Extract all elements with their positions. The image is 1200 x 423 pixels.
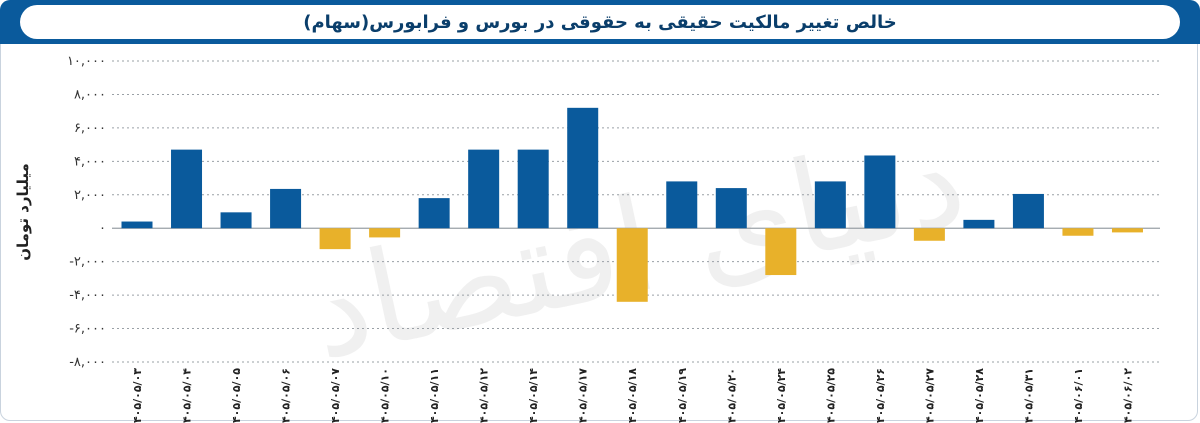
- x-tick-label: ۱۴۰۵/۰۵/۱۴: [527, 368, 540, 423]
- bar: [418, 198, 450, 229]
- x-tick-label: ۱۴۰۵/۰۵/۲۴: [775, 368, 788, 423]
- x-tick-label: ۱۴۰۵/۰۵/۲۷: [923, 368, 936, 423]
- bar: [616, 228, 648, 302]
- bar: [319, 228, 351, 250]
- bar: [567, 107, 599, 229]
- bar: [666, 181, 698, 229]
- y-tick-label: ۶,۰۰۰: [74, 121, 106, 136]
- x-tick-label: ۱۴۰۵/۰۵/۰۳: [131, 368, 144, 423]
- bar: [369, 228, 401, 238]
- bar: [270, 188, 302, 229]
- chart-title: خالص تغییر مالکیت حقیقی به حقوقی در بورس…: [303, 11, 897, 33]
- bar: [963, 219, 995, 229]
- x-tick-label: ۱۴۰۵/۰۵/۱۱: [428, 368, 441, 423]
- y-tick-label: -۶,۰۰۰: [69, 322, 106, 337]
- bar: [864, 155, 896, 229]
- x-tick-label: ۱۴۰۵/۰۵/۱۰: [379, 368, 392, 423]
- chart-header: خالص تغییر مالکیت حقیقی به حقوقی در بورس…: [0, 0, 1200, 44]
- bar: [121, 221, 153, 229]
- x-tick-label: ۱۴۰۵/۰۵/۲۵: [824, 368, 837, 423]
- x-tick-label: ۱۴۰۵/۰۵/۰۵: [230, 368, 243, 423]
- x-tick-label: ۱۴۰۵/۰۵/۰۴: [181, 368, 194, 423]
- y-tick-label: ۸,۰۰۰: [74, 87, 106, 102]
- bar: [517, 149, 549, 229]
- y-tick-label: ۱۰,۰۰۰: [67, 54, 106, 69]
- x-tick-label: ۱۴۰۵/۰۵/۳۱: [1022, 368, 1035, 423]
- x-tick-label: ۱۴۰۵/۰۵/۰۷: [329, 368, 342, 423]
- bar: [468, 149, 500, 229]
- y-tick-label: -۲,۰۰۰: [69, 255, 106, 270]
- bar: [1012, 193, 1044, 229]
- label-layer: ۱۴۰۵/۰۵/۰۳ ۱۴۰۵/۰۵/۰۴ ۱۴۰۵/۰۵/۰۵ ۱۴۰۵/۰۵/۰۶…: [131, 368, 1134, 423]
- bar-layer: [121, 107, 1143, 302]
- bar: [765, 228, 797, 276]
- title-pill: خالص تغییر مالکیت حقیقی به حقوقی در بورس…: [20, 5, 1180, 39]
- bar: [1062, 228, 1094, 236]
- y-tick-label: ۴,۰۰۰: [74, 154, 106, 169]
- y-tick-label: -۸,۰۰۰: [69, 355, 106, 370]
- x-tick-label: ۱۴۰۵/۰۵/۰۶: [280, 368, 293, 423]
- x-tick-label: ۱۴۰۵/۰۵/۱۸: [626, 368, 639, 423]
- bar: [715, 188, 747, 229]
- y-tick-label: -۴,۰۰۰: [69, 288, 106, 303]
- x-tick-label: ۱۴۰۵/۰۵/۲۶: [874, 368, 887, 423]
- x-tick-label: ۱۴۰۵/۰۶/۰۲: [1121, 368, 1134, 423]
- x-tick-label: ۱۴۰۵/۰۶/۰۱: [1072, 368, 1085, 423]
- x-tick-label: ۱۴۰۵/۰۵/۱۷: [577, 368, 590, 423]
- bar: [814, 181, 846, 229]
- y-axis-title: میلیارد تومان: [14, 163, 32, 261]
- x-tick-label: ۱۴۰۵/۰۵/۱۲: [478, 368, 491, 423]
- bar: [220, 212, 252, 229]
- bar: [913, 228, 945, 241]
- grid-layer: ۱۰,۰۰۰ ۸,۰۰۰ ۶,۰۰۰ ۴,۰۰۰ ۲,۰۰۰ ۰ -۲,۰۰۰ -۴,۰۰۰ -…: [67, 54, 1160, 370]
- x-tick-label: ۱۴۰۵/۰۵/۲۰: [725, 368, 738, 423]
- bar: [171, 149, 203, 229]
- y-tick-label: ۲,۰۰۰: [74, 188, 106, 203]
- x-tick-label: ۱۴۰۵/۰۵/۱۹: [676, 368, 689, 423]
- y-tick-label: ۰: [99, 221, 106, 236]
- x-tick-label: ۱۴۰۵/۰۵/۲۸: [973, 368, 986, 423]
- bar: [1111, 228, 1143, 233]
